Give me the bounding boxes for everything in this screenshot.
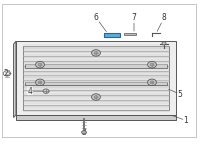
Polygon shape xyxy=(16,41,176,115)
Circle shape xyxy=(94,51,98,54)
Circle shape xyxy=(43,89,49,93)
Circle shape xyxy=(92,94,100,100)
Circle shape xyxy=(82,131,86,134)
Circle shape xyxy=(94,96,98,98)
Circle shape xyxy=(38,81,42,84)
Circle shape xyxy=(162,42,166,45)
Polygon shape xyxy=(14,41,16,118)
Circle shape xyxy=(36,79,44,86)
Text: 1: 1 xyxy=(184,116,188,125)
Circle shape xyxy=(148,79,156,86)
Polygon shape xyxy=(104,33,120,37)
Circle shape xyxy=(150,63,154,66)
Circle shape xyxy=(92,50,100,56)
Polygon shape xyxy=(16,115,176,120)
Text: 7: 7 xyxy=(132,13,136,22)
Bar xyxy=(25,64,167,68)
Bar xyxy=(25,82,167,85)
Circle shape xyxy=(36,61,44,68)
Text: 8: 8 xyxy=(162,13,166,22)
Text: 5: 5 xyxy=(178,90,182,99)
Text: 3: 3 xyxy=(82,128,86,137)
Circle shape xyxy=(148,61,156,68)
Text: 4: 4 xyxy=(28,87,32,96)
Text: 2: 2 xyxy=(4,69,8,78)
Circle shape xyxy=(38,63,42,66)
Polygon shape xyxy=(124,33,136,35)
Text: 6: 6 xyxy=(94,13,98,22)
Polygon shape xyxy=(23,46,169,110)
Circle shape xyxy=(150,81,154,84)
